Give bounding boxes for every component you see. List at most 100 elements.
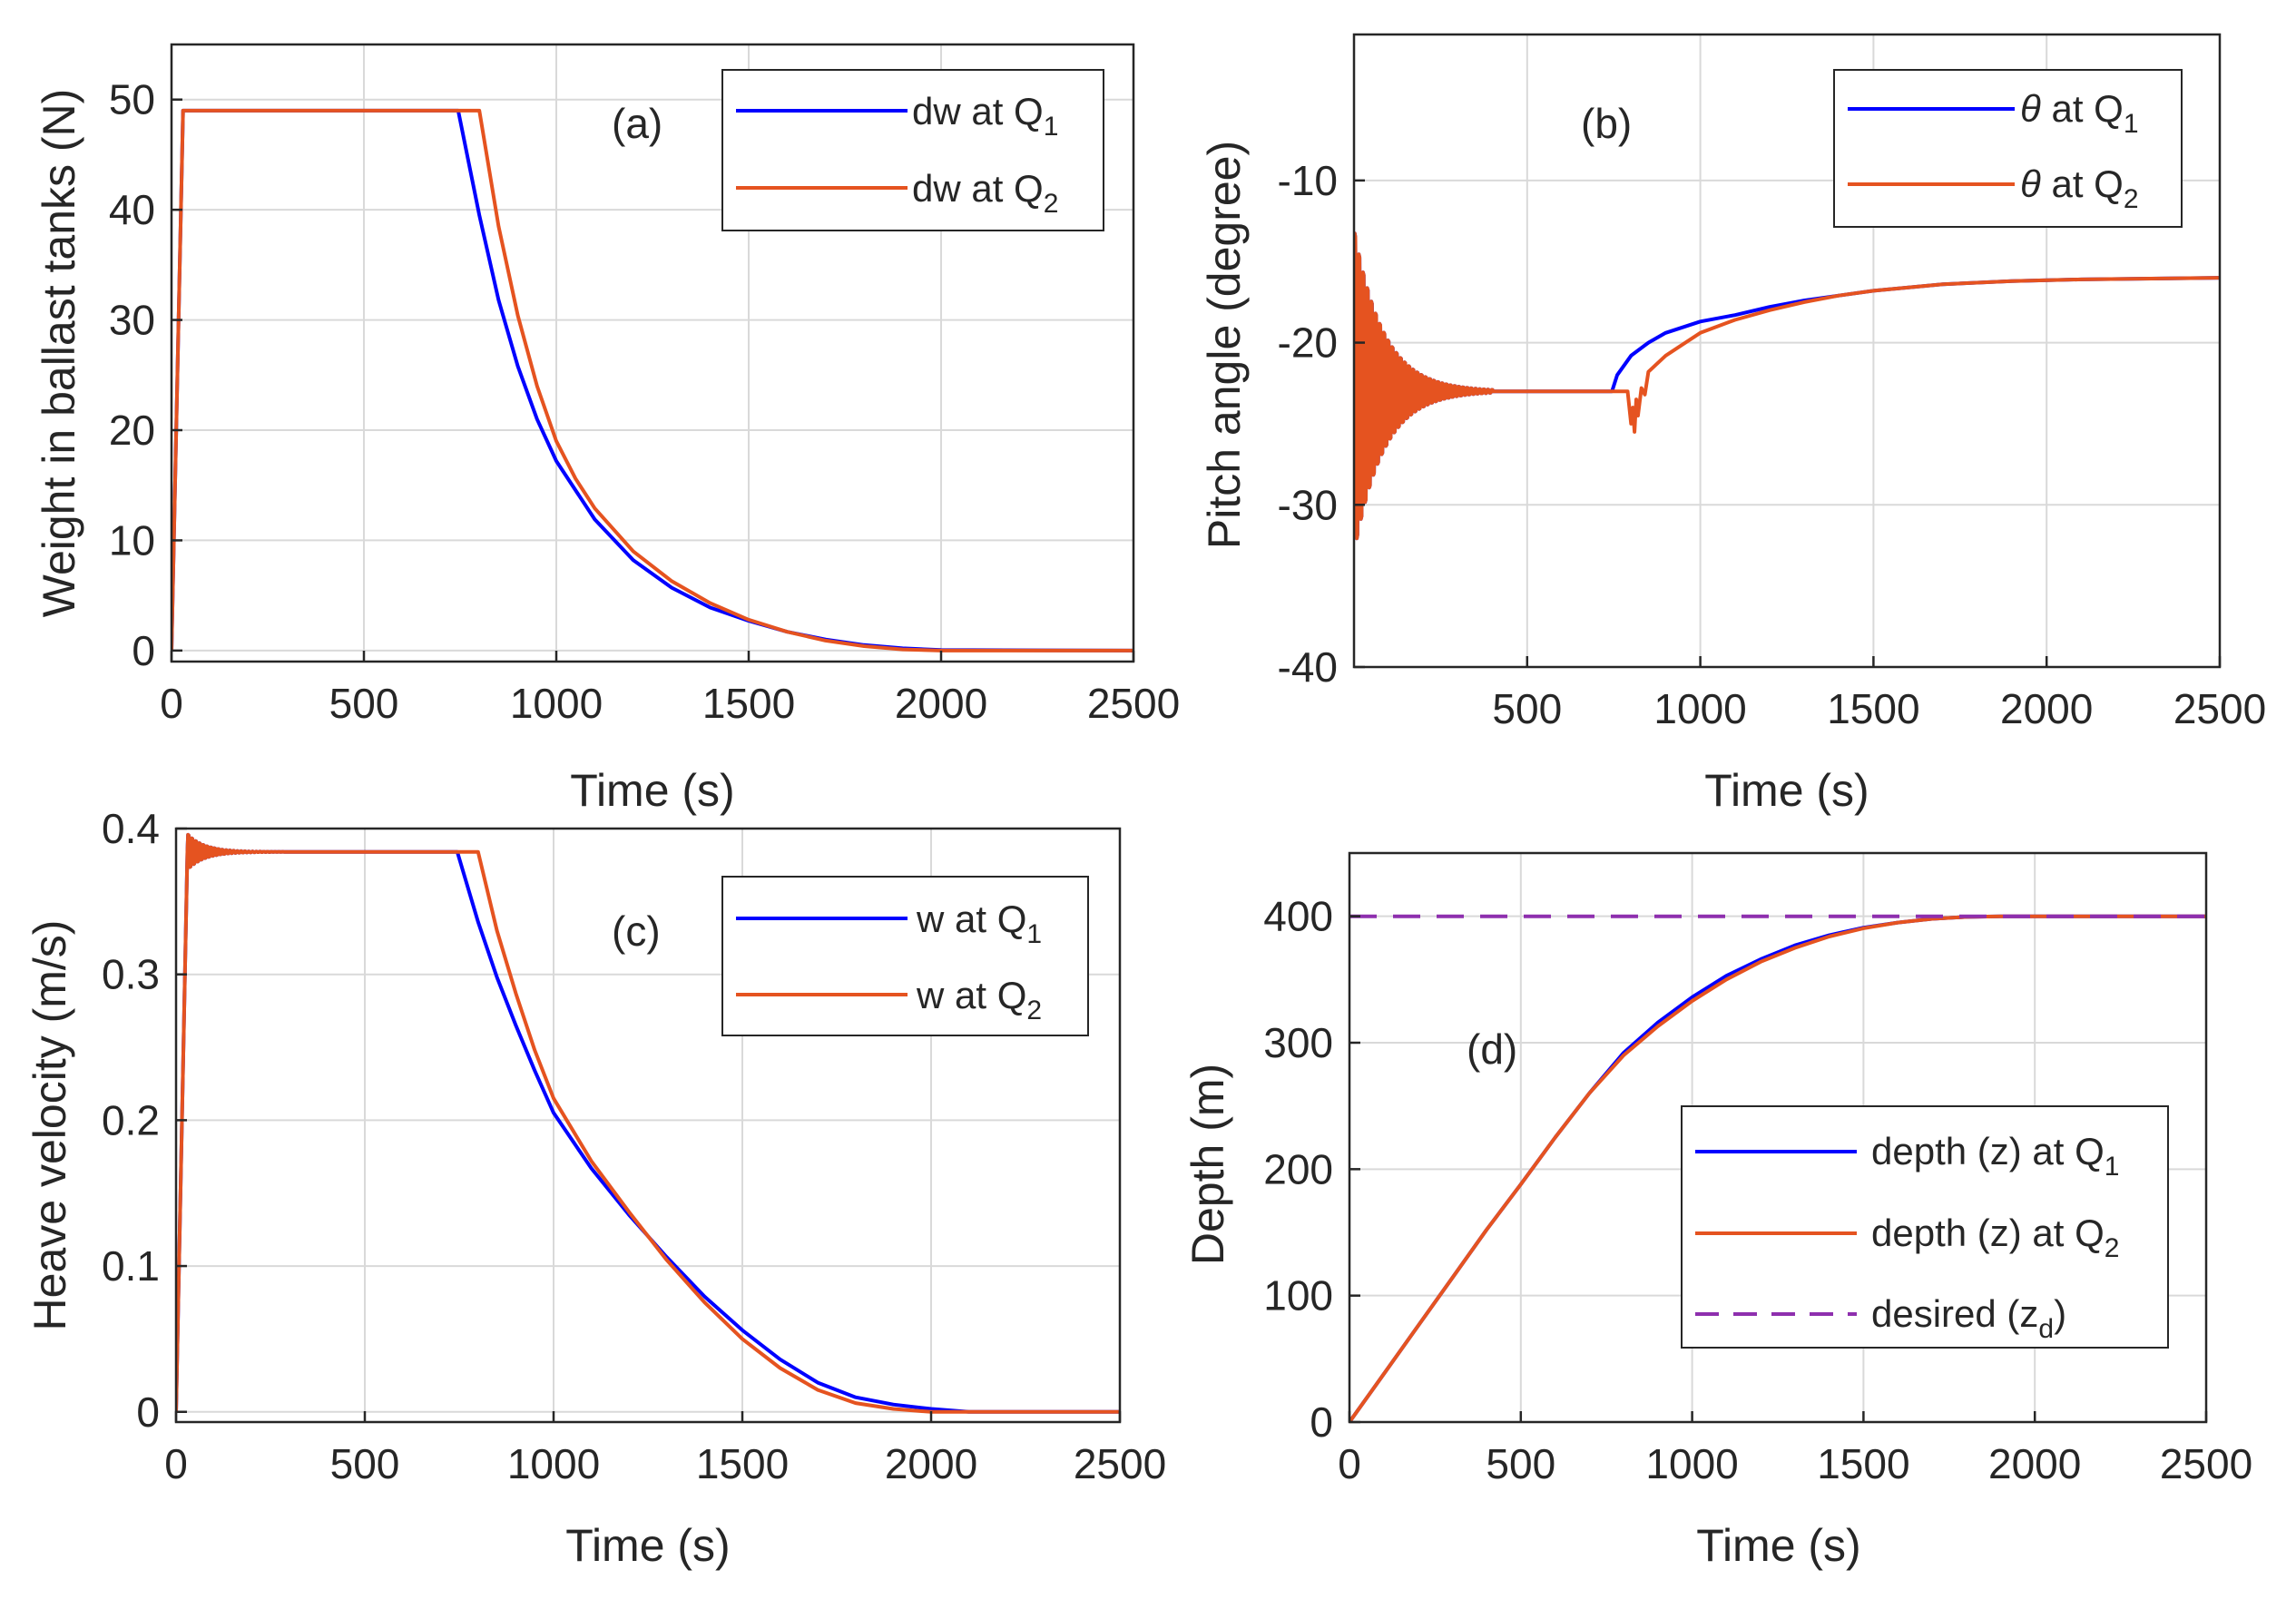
xticks-a: 0 500 1000 1500 2000 2500 — [160, 651, 1180, 727]
x-tick-label-a-5: 2500 — [1087, 680, 1180, 727]
x-tick-label-d-1: 500 — [1486, 1440, 1555, 1487]
xticks-c: 0 500 1000 1500 2000 2500 — [164, 1411, 1166, 1487]
legend-label-c-0: w at Q — [916, 898, 1026, 940]
legend-box-c — [721, 876, 1089, 1036]
x-tick-label-a-0: 0 — [160, 680, 183, 727]
legend-entry-d-2: desired (zd) — [1871, 1292, 2066, 1344]
series-line-b-1 — [1354, 231, 2220, 541]
y-tick-label-a-1: 10 — [109, 516, 155, 564]
y-tick-label-a-5: 50 — [109, 76, 155, 123]
legend-d: depth (z) at Q1 depth (z) at Q2 desired … — [1681, 1105, 2169, 1349]
y-tick-label-c-4: 0.4 — [102, 805, 160, 852]
legend-label-c-1: w at Q — [916, 974, 1026, 1016]
yticks-a: 0 10 20 30 40 50 — [109, 76, 182, 674]
y-tick-label-c-2: 0.2 — [102, 1096, 160, 1143]
legend-sub-d-1: 2 — [2105, 1233, 2120, 1263]
legend-sub-b-0: 1 — [2124, 109, 2139, 139]
yticks-d: 0 100 200 300 400 — [1263, 893, 1360, 1446]
x-tick-label-b-0: 500 — [1492, 685, 1562, 732]
x-tick-label-c-3: 1500 — [696, 1440, 789, 1487]
panel-a: 0 500 1000 1500 2000 2500 0 10 20 30 40 50 Time (s… — [34, 43, 1180, 816]
y-axis-title-c: Heave velocity (m/s) — [25, 920, 75, 1331]
legend-sub-b-1: 2 — [2124, 184, 2139, 214]
y-tick-label-c-1: 0.1 — [102, 1242, 160, 1290]
y-tick-label-d-0: 0 — [1310, 1398, 1333, 1446]
y-tick-label-d-4: 400 — [1263, 893, 1333, 940]
y-tick-label-a-3: 30 — [109, 297, 155, 344]
legend-sub-a-1: 2 — [1044, 189, 1059, 219]
x-tick-label-a-1: 500 — [329, 680, 399, 727]
y-axis-title-b: Pitch angle (degree) — [1199, 141, 1250, 549]
y-axis-title-d: Depth (m) — [1182, 1064, 1233, 1265]
legend-sub-c-0: 1 — [1026, 919, 1042, 949]
theta-symbol-b-1: θ — [2020, 162, 2041, 205]
panel-label-d: (d) — [1467, 1025, 1517, 1073]
legend-sub-a-0: 1 — [1044, 112, 1059, 142]
yticks-b: -40 -30 -20 -10 — [1278, 157, 1365, 691]
legend-label-b-0: at Q — [2041, 87, 2124, 130]
xticks-b: 500 1000 1500 2000 2500 — [1492, 656, 2266, 732]
yticks-c: 0 0.1 0.2 0.3 0.4 — [102, 805, 187, 1436]
legend-sub-c-1: 2 — [1026, 996, 1042, 1025]
y-tick-label-c-3: 0.3 — [102, 951, 160, 998]
legend-box-d — [1681, 1105, 2169, 1349]
x-axis-title-a: Time (s) — [570, 765, 734, 816]
legend-label-a-1: dw at Q — [912, 167, 1044, 210]
x-tick-label-b-2: 1500 — [1827, 685, 1919, 732]
y-tick-label-d-1: 100 — [1263, 1272, 1333, 1320]
legend-label-d-1: depth (z) at Q — [1871, 1212, 2105, 1254]
x-tick-label-a-3: 1500 — [702, 680, 795, 727]
legend-entry-a-1: dw at Q2 — [912, 167, 1058, 219]
legend-entry-d-0: depth (z) at Q1 — [1871, 1130, 2119, 1182]
panel-c: 0 500 1000 1500 2000 2500 0 0.1 0.2 0.3 0.4 Time … — [25, 805, 1166, 1571]
legend-entry-a-0: dw at Q1 — [912, 90, 1058, 142]
y-tick-label-b-1: -30 — [1278, 481, 1338, 528]
x-tick-label-b-1: 1000 — [1653, 685, 1746, 732]
x-tick-label-d-3: 1500 — [1817, 1440, 1909, 1487]
x-axis-title-d: Time (s) — [1696, 1520, 1860, 1571]
y-tick-label-a-2: 20 — [109, 407, 155, 454]
y-axis-title-a: Weight in ballast tanks (N) — [34, 89, 84, 618]
series-layer-a — [172, 108, 1133, 652]
x-tick-label-a-2: 1000 — [510, 680, 603, 727]
theta-symbol-b-0: θ — [2020, 87, 2041, 130]
x-axis-title-c: Time (s) — [565, 1520, 730, 1571]
y-tick-label-b-2: -20 — [1278, 319, 1338, 367]
legend-label-d-0: depth (z) at Q — [1871, 1130, 2105, 1172]
panel-label-b: (b) — [1581, 100, 1632, 147]
x-tick-label-a-4: 2000 — [895, 680, 987, 727]
axes-box-c — [174, 827, 1122, 1424]
x-tick-label-c-1: 500 — [330, 1440, 400, 1487]
legend-sub-d-2: d — [2038, 1314, 2054, 1344]
panel-b: 500 1000 1500 2000 2500 -40 -30 -20 -10 Time (s… — [1199, 33, 2266, 816]
axes-box-d — [1348, 851, 2208, 1424]
series-line-a-1 — [172, 108, 1133, 652]
legend-label-b-1: at Q — [2041, 162, 2124, 205]
x-tick-label-c-2: 1000 — [507, 1440, 600, 1487]
legend-entry-b-1: θ at Q2 — [2020, 162, 2139, 214]
x-axis-title-b: Time (s) — [1704, 765, 1869, 816]
legend-suffix-d-2: ) — [2054, 1292, 2066, 1335]
y-tick-label-d-3: 300 — [1263, 1019, 1333, 1066]
legend-entry-c-1: w at Q2 — [916, 974, 1042, 1025]
x-tick-label-b-4: 2500 — [2173, 685, 2266, 732]
panel-label-a: (a) — [612, 100, 662, 147]
panel-d: 0 500 1000 1500 2000 2500 0 100 200 300 400 Time … — [1182, 851, 2252, 1571]
legend-entry-d-1: depth (z) at Q2 — [1871, 1212, 2119, 1263]
x-tick-label-c-4: 2000 — [885, 1440, 977, 1487]
legend-a: dw at Q1 dw at Q2 — [721, 69, 1104, 231]
legend-box-b — [1833, 69, 2183, 228]
legend-box-a — [721, 69, 1104, 231]
panel-label-c: (c) — [612, 908, 661, 955]
legend-b: θ at Q1 θ at Q2 — [1833, 69, 2183, 228]
x-tick-label-d-2: 1000 — [1645, 1440, 1738, 1487]
x-tick-label-c-5: 2500 — [1074, 1440, 1166, 1487]
y-tick-label-a-4: 40 — [109, 186, 155, 233]
series-layer-d — [1349, 914, 2206, 1422]
y-tick-label-b-0: -40 — [1278, 643, 1338, 691]
x-tick-label-c-0: 0 — [164, 1440, 188, 1487]
x-tick-label-d-4: 2000 — [1988, 1440, 2081, 1487]
legend-sub-d-0: 1 — [2105, 1152, 2120, 1182]
legend-entry-b-0: θ at Q1 — [2020, 87, 2139, 139]
